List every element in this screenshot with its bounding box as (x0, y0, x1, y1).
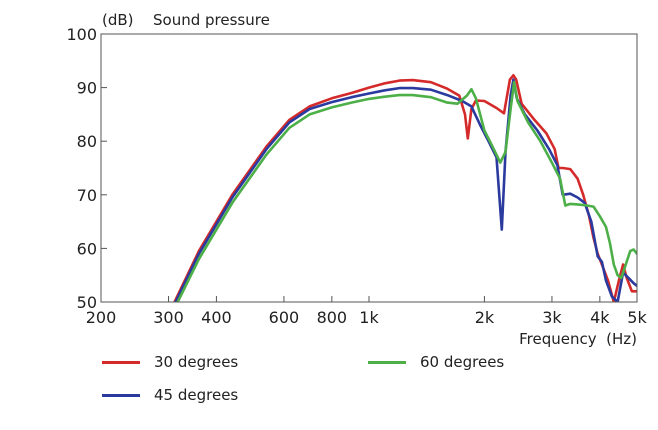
y-tick-label: 50 (77, 293, 97, 312)
legend-item-30-degrees: 30 degrees (102, 353, 238, 371)
series-line-60-degrees (176, 80, 637, 302)
chart-title: Sound pressure (153, 11, 270, 29)
y-tick-label: 90 (77, 79, 97, 98)
x-axis-label: Frequency (Hz) (519, 330, 637, 348)
x-tick-label: 200 (86, 308, 117, 327)
legend-label-30-degrees: 30 degrees (154, 353, 239, 371)
y-axis-unit-label: (dB) (102, 11, 134, 29)
y-tick-label: 80 (77, 132, 97, 151)
legend-label-60-degrees: 60 degrees (420, 353, 505, 371)
x-tick-label: 1k (359, 308, 379, 327)
x-tick-label: 800 (317, 308, 348, 327)
x-tick-label: 300 (153, 308, 184, 327)
x-tick-label: 5k (627, 308, 647, 327)
x-tick-label: 3k (542, 308, 562, 327)
legend-label-45-degrees: 45 degrees (154, 386, 239, 404)
y-tick-label: 70 (77, 186, 97, 205)
legend-swatch-60-degrees (368, 360, 406, 364)
x-tick-label: 2k (475, 308, 495, 327)
plot-area-frame (100, 33, 638, 303)
legend-item-60-degrees: 60 degrees (368, 353, 504, 371)
y-tick-label: 100 (66, 25, 97, 44)
legend-swatch-45-degrees (102, 393, 140, 397)
x-tick-label: 4k (590, 308, 610, 327)
legend-swatch-30-degrees (102, 360, 140, 364)
x-tick-label: 400 (201, 308, 232, 327)
y-tick-label: 60 (77, 239, 97, 258)
x-tick-label: 600 (269, 308, 300, 327)
legend-item-45-degrees: 45 degrees (102, 386, 238, 404)
series-line-45-degrees (174, 78, 637, 302)
